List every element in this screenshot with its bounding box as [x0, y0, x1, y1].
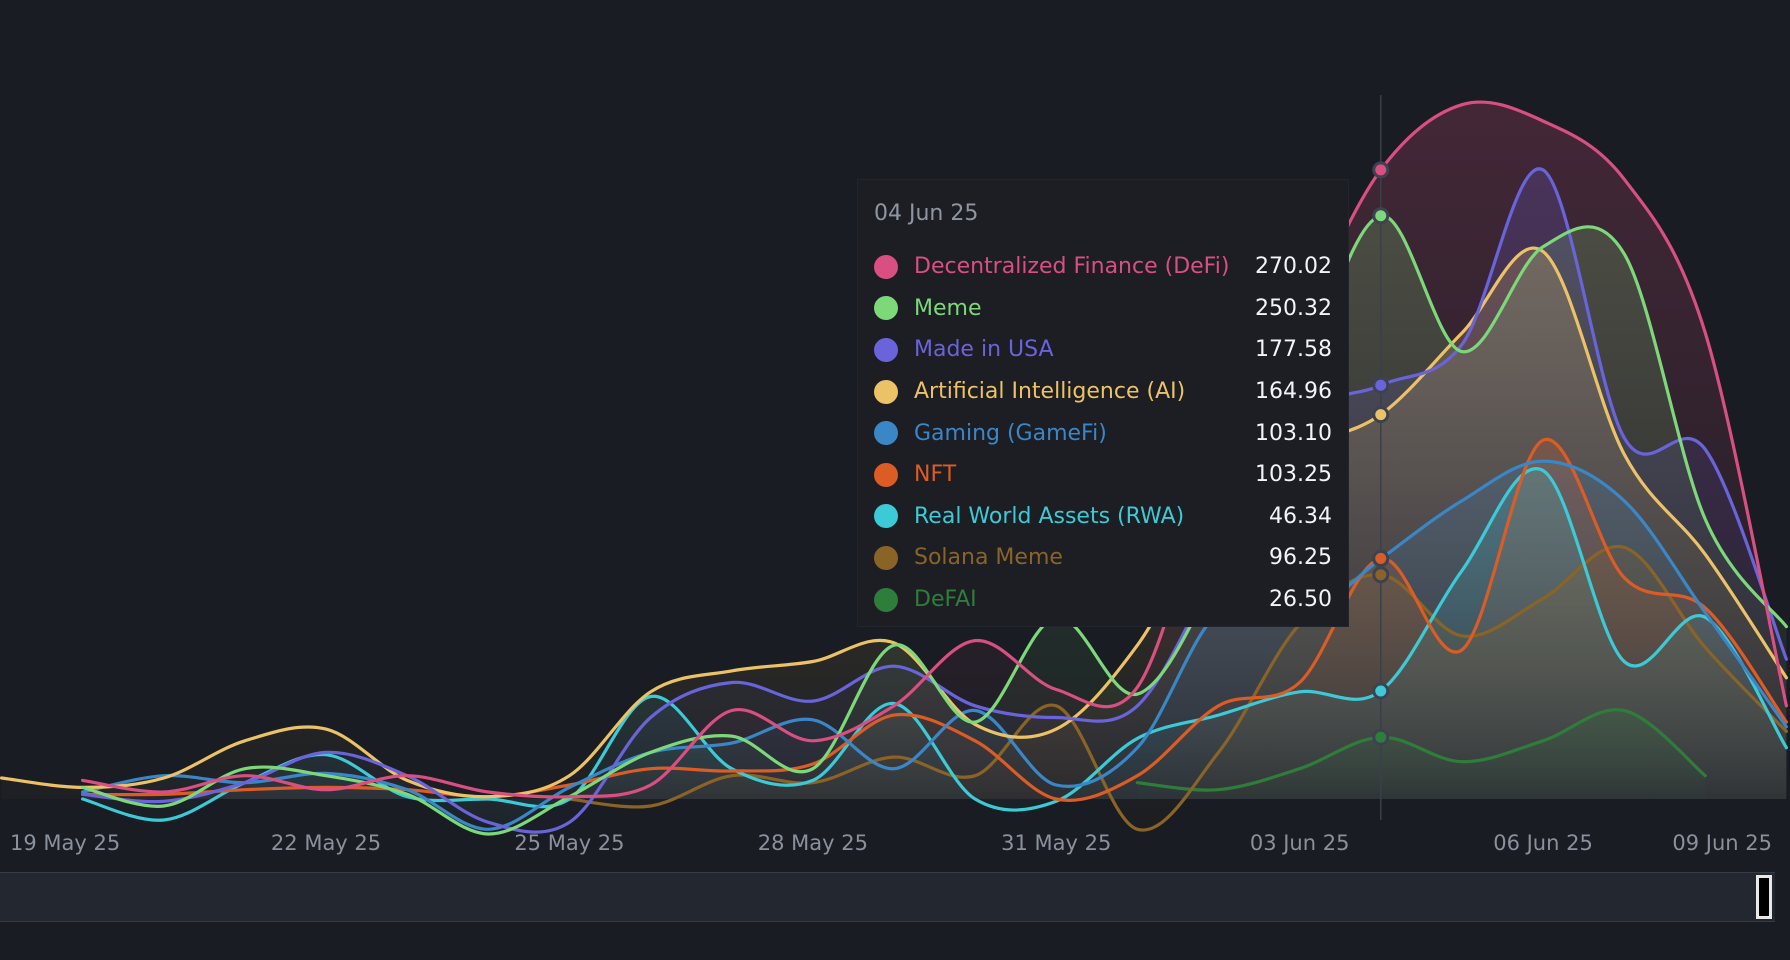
tooltip-row: Made in USA 177.58: [874, 329, 1332, 371]
point-defai[interactable]: [1372, 728, 1390, 746]
x-tick-label: 03 Jun 25: [1250, 831, 1350, 855]
tooltip-series-value: 26.50: [1269, 587, 1332, 613]
navigator-handle[interactable]: [1756, 875, 1772, 919]
tooltip-series-name: Artificial Intelligence (AI): [914, 379, 1186, 405]
legend-dot-icon: [874, 379, 898, 404]
series-line-decentralized-finance-defi[interactable]: [81, 100, 1788, 799]
legend-dot-icon: [874, 421, 898, 446]
x-tick-label: 09 Jun 25: [1672, 831, 1772, 855]
series-line-real-world-assets-rwa[interactable]: [81, 467, 1788, 822]
legend-dot-icon: [874, 337, 898, 362]
tooltip-series-name: Real World Assets (RWA): [914, 503, 1185, 529]
series-line-artificial-intelligence-ai[interactable]: [0, 246, 1788, 799]
tooltip-series-value: 177.58: [1255, 337, 1332, 363]
series-line-defai[interactable]: [1135, 708, 1707, 792]
legend-dot-icon: [874, 504, 898, 529]
tooltip-row: Solana Meme 96.25: [874, 537, 1332, 579]
tooltip-series-value: 103.25: [1255, 462, 1332, 488]
tooltip-series-name: DeFAI: [914, 587, 977, 613]
tooltip-series-value: 250.32: [1255, 295, 1332, 321]
tooltip-row: Meme 250.32: [874, 288, 1332, 330]
x-tick-label: 28 May 25: [758, 831, 868, 855]
legend-dot-icon: [874, 462, 898, 487]
legend-dot-icon: [874, 587, 898, 612]
series-line-gaming-gamefi[interactable]: [81, 459, 1788, 831]
series-line-meme[interactable]: [81, 214, 1788, 836]
tooltip-row: Artificial Intelligence (AI) 164.96: [874, 371, 1332, 413]
tooltip-series-name: Made in USA: [914, 337, 1054, 363]
legend-dot-icon: [874, 545, 898, 570]
tooltip-row: NFT 103.25: [874, 454, 1332, 496]
series-line-nft[interactable]: [81, 437, 1788, 802]
tooltip-series-name: NFT: [914, 462, 957, 488]
tooltip-series-name: Gaming (GameFi): [914, 420, 1107, 446]
point-artificial-intelligence-ai[interactable]: [1372, 406, 1390, 424]
point-decentralized-finance-defi[interactable]: [1372, 161, 1390, 179]
tooltip-series-value: 46.34: [1269, 503, 1332, 529]
x-tick-label: 31 May 25: [1001, 831, 1111, 855]
tooltip-series-name: Solana Meme: [914, 545, 1063, 571]
tooltip-date: 04 Jun 25: [874, 201, 979, 226]
legend-dot-icon: [874, 254, 898, 279]
x-tick-label: 25 May 25: [514, 831, 624, 855]
tooltip-row: Real World Assets (RWA) 46.34: [874, 496, 1332, 538]
tooltip-series-value: 103.10: [1255, 420, 1332, 446]
x-tick-label: 19 May 25: [10, 831, 120, 855]
tooltip-series-value: 270.02: [1255, 254, 1332, 280]
tooltip-row: DeFAI 26.50: [874, 579, 1332, 621]
point-nft[interactable]: [1372, 549, 1390, 567]
point-meme[interactable]: [1372, 207, 1390, 225]
tooltip-row: Decentralized Finance (DeFi) 270.02: [874, 246, 1332, 288]
range-navigator[interactable]: [0, 872, 1775, 922]
point-solana-meme[interactable]: [1372, 566, 1390, 584]
point-made-in-usa[interactable]: [1372, 376, 1390, 394]
tooltip-series-value: 96.25: [1269, 545, 1332, 571]
series-line-solana-meme[interactable]: [567, 544, 1788, 832]
tooltip-series-name: Meme: [914, 295, 982, 321]
tooltip-series-name: Decentralized Finance (DeFi): [914, 254, 1230, 280]
x-tick-label: 22 May 25: [271, 831, 381, 855]
point-real-world-assets-rwa[interactable]: [1372, 682, 1390, 700]
tooltip-row: Gaming (GameFi) 103.10: [874, 412, 1332, 454]
tooltip-series-value: 164.96: [1255, 379, 1332, 405]
legend-dot-icon: [874, 296, 898, 321]
x-tick-label: 06 Jun 25: [1493, 831, 1593, 855]
tooltip: 04 Jun 25 Decentralized Finance (DeFi) 27…: [858, 180, 1348, 626]
